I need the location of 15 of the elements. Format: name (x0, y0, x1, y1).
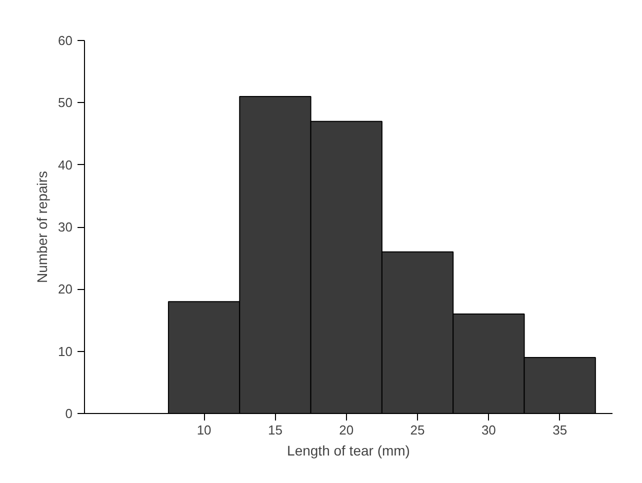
x-tick-label: 30 (481, 422, 496, 438)
y-tick-label: 60 (58, 33, 73, 48)
y-tick-label: 20 (58, 282, 73, 297)
y-tick-label: 40 (58, 157, 73, 172)
y-axis-title: Number of repairs (34, 170, 50, 284)
x-tick-label: 10 (196, 422, 212, 438)
x-tick-label: 25 (410, 422, 425, 438)
y-tick-label: 0 (65, 406, 73, 421)
x-tick-label: 35 (552, 422, 568, 438)
x-tick-label: 20 (339, 422, 354, 438)
y-tick-label: 30 (58, 220, 73, 234)
x-axis-title: Length of tear (mm) (287, 442, 410, 458)
x-tick-label: 15 (268, 422, 282, 438)
y-tick-label: 10 (58, 344, 73, 359)
y-tick-label: 50 (58, 95, 73, 110)
